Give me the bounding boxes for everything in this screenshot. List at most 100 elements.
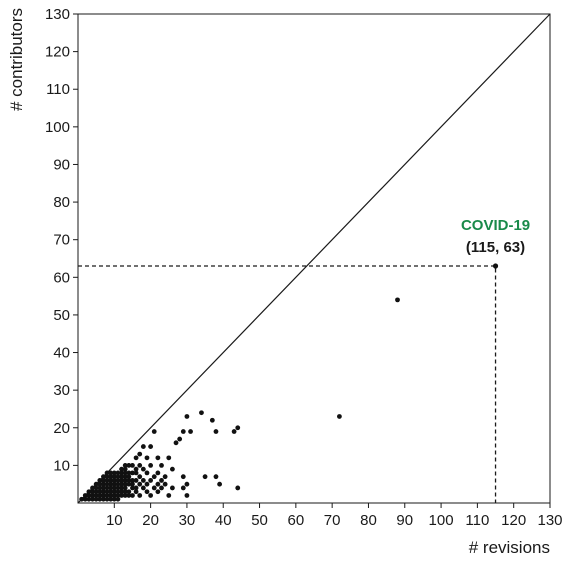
data-point (115, 481, 121, 487)
data-point (97, 481, 103, 487)
x-axis-ticks: 10 20 30 40 50 60 70 80 90 100 110 120 130 (106, 503, 563, 529)
x-tick-label: 40 (215, 512, 232, 529)
data-point (166, 455, 172, 461)
data-point (115, 489, 121, 495)
data-point (104, 470, 110, 476)
data-point (90, 496, 95, 502)
data-point (130, 481, 135, 487)
data-point (108, 481, 114, 487)
data-point (133, 478, 139, 483)
data-point (140, 478, 146, 483)
data-point (104, 496, 110, 502)
data-point (137, 474, 143, 480)
x-tick-label: 60 (288, 512, 305, 529)
data-point (159, 462, 164, 468)
data-point (101, 493, 106, 498)
y-tick-label: 130 (45, 6, 70, 23)
x-axis-label: # revisions (469, 538, 550, 557)
data-point (151, 474, 157, 480)
data-point (180, 485, 186, 491)
data-point (111, 474, 117, 480)
data-point (119, 466, 124, 472)
data-point (104, 493, 110, 498)
data-point (137, 493, 143, 498)
data-point (122, 481, 128, 487)
x-tick-label: 130 (537, 512, 562, 529)
data-point (148, 478, 154, 483)
y-tick-label: 70 (53, 232, 70, 249)
data-point (140, 444, 146, 449)
data-point (122, 474, 128, 480)
data-point (148, 462, 154, 468)
data-point (104, 474, 110, 480)
data-point (184, 414, 190, 419)
data-point (111, 485, 117, 491)
data-point (90, 493, 95, 498)
data-point (231, 429, 237, 434)
data-point (97, 493, 103, 498)
data-point (170, 485, 175, 491)
data-point (86, 489, 92, 495)
data-point (104, 481, 110, 487)
data-point (137, 462, 143, 468)
data-point (166, 493, 172, 498)
data-point (140, 485, 146, 491)
data-point (104, 485, 110, 491)
data-point (101, 485, 106, 491)
data-point (130, 470, 135, 476)
data-point (108, 493, 114, 498)
data-point (188, 429, 193, 434)
highlight-guide-lines (78, 265, 497, 503)
data-point (119, 470, 124, 476)
data-point (133, 489, 139, 495)
x-tick-label: 80 (360, 512, 377, 529)
data-point (115, 496, 121, 502)
data-point (111, 478, 117, 483)
data-point (115, 485, 121, 491)
data-point (126, 462, 132, 468)
data-point (202, 474, 208, 480)
data-point (395, 297, 400, 303)
data-point (122, 485, 128, 491)
data-point (159, 478, 164, 483)
data-point (93, 496, 99, 502)
data-point (162, 474, 168, 480)
data-point (130, 485, 135, 491)
y-axis-label: # contributors (7, 8, 26, 111)
x-tick-label: 20 (142, 512, 159, 529)
data-point (180, 429, 186, 434)
data-point (97, 496, 103, 502)
data-point (90, 489, 95, 495)
data-point (122, 462, 128, 468)
data-point (97, 485, 103, 491)
data-point (101, 481, 106, 487)
data-point (337, 414, 342, 419)
data-point (104, 489, 110, 495)
y-axis-ticks: 10 20 30 40 50 60 70 80 90 100 110 120 130 (45, 6, 78, 474)
data-point (155, 489, 161, 495)
y-tick-label: 120 (45, 44, 70, 61)
data-point (126, 481, 132, 487)
data-point (119, 489, 124, 495)
y-tick-label: 90 (53, 156, 70, 173)
data-point (90, 485, 95, 491)
y-tick-label: 10 (53, 457, 70, 474)
y-tick-label: 60 (53, 269, 70, 286)
data-point (122, 466, 128, 472)
data-point (104, 478, 110, 483)
data-point (184, 481, 190, 487)
data-point (155, 455, 161, 461)
data-point (144, 481, 150, 487)
data-point (126, 474, 132, 480)
data-point (199, 410, 204, 416)
data-point (97, 489, 103, 495)
data-point (133, 466, 139, 472)
y-tick-label: 80 (53, 194, 70, 211)
data-points (79, 297, 400, 502)
data-point (162, 481, 168, 487)
data-point (111, 489, 117, 495)
diagonal-reference-line (77, 13, 551, 504)
data-point (213, 429, 219, 434)
data-point (108, 474, 114, 480)
data-point (115, 478, 121, 483)
